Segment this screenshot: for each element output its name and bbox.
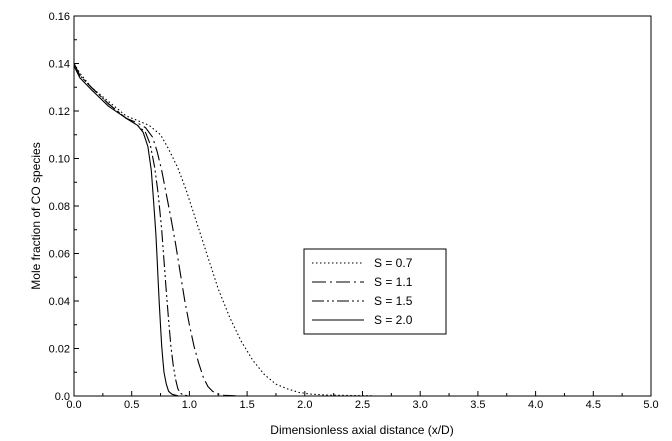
x-tick-label: 2.5 [355, 399, 370, 411]
y-tick-label: 0.16 [49, 11, 70, 23]
y-tick-label: 0.06 [49, 249, 70, 261]
x-tick-label: 4.5 [586, 399, 601, 411]
y-axis-label: Mole fraction of CO species [29, 142, 43, 289]
x-tick-label: 0.5 [124, 399, 139, 411]
plot-frame [73, 15, 652, 397]
x-tick-label: 0.0 [66, 399, 81, 411]
y-tick-label: 0.10 [49, 154, 70, 166]
series-layer [73, 63, 375, 397]
legend: S = 0.7 S = 1.1 S = 1.5 S = 2.0 [303, 248, 447, 335]
x-tick-label: 1.0 [182, 399, 197, 411]
x-tick-label: 2.0 [297, 399, 312, 411]
series-line-1 [73, 63, 375, 397]
series-line-4 [73, 65, 179, 397]
x-tick-label: 3.5 [470, 399, 485, 411]
x-axis-ticks: 0.0 0.5 1.0 1.5 2.0 2.5 3.0 3.5 4.0 4.5 5.0 [66, 391, 659, 411]
x-tick-label: 1.5 [239, 399, 254, 411]
y-axis-ticks: 0.0 0.02 0.04 0.06 0.08 0.10 0.12 0.14 0.16 [49, 11, 79, 403]
y-tick-label: 0.02 [49, 344, 70, 356]
legend-label: S = 1.5 [374, 294, 413, 308]
x-axis-label: Dimensionless axial distance (x/D) [270, 423, 453, 437]
y-tick-label: 0.12 [49, 106, 70, 118]
y-tick-label: 0.04 [49, 296, 70, 308]
y-tick-label: 0.14 [49, 59, 70, 71]
series-line-3 [73, 63, 190, 397]
legend-label: S = 2.0 [374, 313, 413, 327]
legend-label: S = 0.7 [374, 256, 413, 270]
x-tick-label: 5.0 [643, 399, 658, 411]
plot-area [73, 15, 652, 397]
legend-label: S = 1.1 [374, 275, 413, 289]
y-tick-label: 0.0 [55, 391, 70, 403]
x-tick-label: 4.0 [528, 399, 543, 411]
x-tick-label: 3.0 [413, 399, 428, 411]
y-tick-label: 0.08 [49, 201, 70, 213]
series-line-2 [73, 63, 236, 397]
